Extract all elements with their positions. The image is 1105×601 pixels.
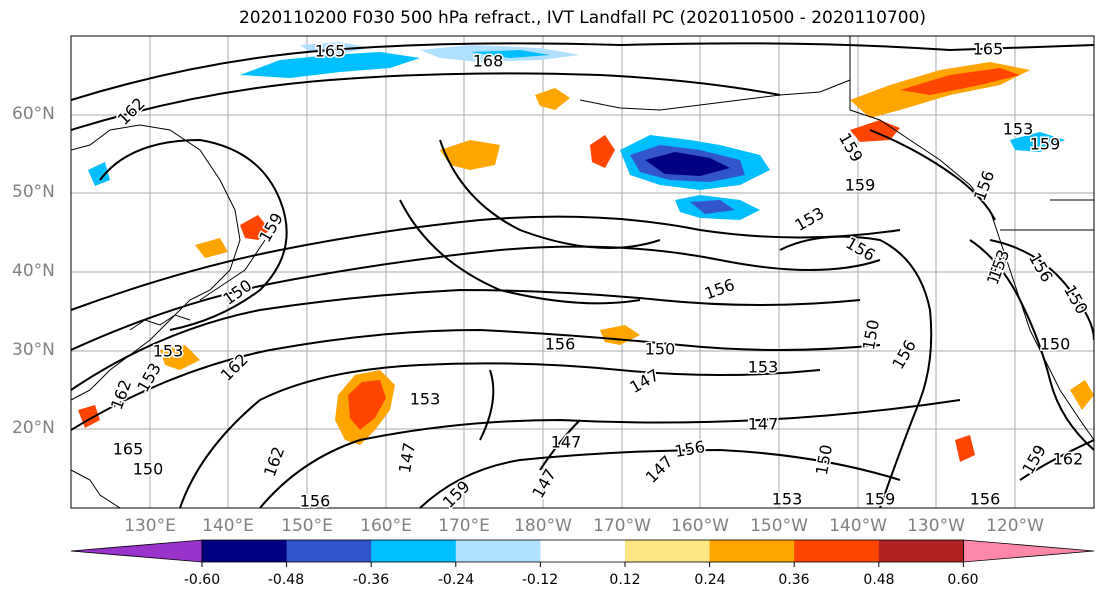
contour-label: 159 [865,490,896,509]
colorbar-tick-label: -0.60 [183,572,221,588]
contour-label: 156 [970,490,1001,509]
map-title: 2020110200 F030 500 hPa refract., IVT La… [238,8,926,28]
colorbar [70,539,1095,567]
lon-label-170e: 170°E [438,516,490,536]
negative-anomaly-north [88,42,1065,186]
lat-label-20n: 20°N [12,418,55,438]
contour-label: 156 [545,335,576,354]
colorbar-tick-label: -0.48 [267,572,305,588]
lon-label-130w: 130°W [907,516,965,536]
lon-label-130e: 130°E [124,516,176,536]
lon-label-160e: 160°E [360,516,412,536]
contour-label: 165 [973,40,1004,59]
colorbar-segment [878,540,964,562]
lon-label-180w: 180°W [514,516,572,536]
colorbar-tick-label: 0.24 [694,572,726,588]
contour-label: 147 [551,433,582,452]
contour-label: 153 [748,358,779,377]
lon-label-140e: 140°E [202,516,254,536]
lat-label-40n: 40°N [12,261,55,281]
colorbar-segment [625,540,711,562]
lon-label-170w: 170°W [593,516,651,536]
colorbar-segment [794,540,880,562]
contour-label: 153 [1003,120,1034,139]
map-frame [70,35,1095,509]
contour-label: 147 [748,415,779,434]
contour-label: 153 [410,390,441,409]
colorbar-tick-label: -0.36 [352,572,390,588]
colorbar-frame [201,539,964,563]
colorbar-tick-label: -0.24 [437,572,475,588]
contour-label: 168 [473,52,504,71]
contour-label: 150 [1040,335,1071,354]
colorbar-tick-label: -0.12 [521,572,559,588]
lon-label-140w: 140°W [829,516,887,536]
contour-label: 165 [113,440,144,459]
contour-label: 159 [845,176,876,195]
colorbar-tick-label: 0.48 [863,572,895,588]
contour-label: 156 [300,492,331,511]
lat-label-30n: 30°N [12,340,55,360]
lat-label-50n: 50°N [12,182,55,202]
colorbar-segment [371,540,457,562]
lon-label-150e: 150°E [281,516,333,536]
shaded-anomalies [78,42,1094,462]
contour-label: 150 [645,340,676,359]
contour-label: 159 [1030,135,1061,154]
contour-label: 153 [772,490,803,509]
positive-anomaly-pacific [78,215,1094,462]
lon-label-150w: 150°W [750,516,808,536]
colorbar-segment [709,540,795,562]
colorbar-segment [286,540,372,562]
colorbar-segment [202,540,288,562]
colorbar-segment [455,540,541,562]
colorbar-tick-label: 0.36 [778,572,810,588]
lon-label-120w: 120°W [986,516,1044,536]
colorbar-tick-label: 0.12 [609,572,641,588]
lat-label-60n: 60°N [12,104,55,124]
contour-label: 153 [153,342,184,361]
lon-label-160w: 160°W [671,516,729,536]
refractivity-contours [71,42,1094,508]
colorbar-arrow-low [70,539,203,563]
graticule [71,36,1094,508]
map-content [71,36,1094,508]
colorbar-tick-label: 0.60 [947,572,979,588]
negative-anomaly-alaska-gulf [620,135,770,220]
colorbar-segment [540,540,626,562]
contour-label: 165 [315,42,346,61]
colorbar-arrow-high [963,539,1095,563]
contour-label: 162 [1053,450,1084,469]
contour-label: 150 [133,460,164,479]
